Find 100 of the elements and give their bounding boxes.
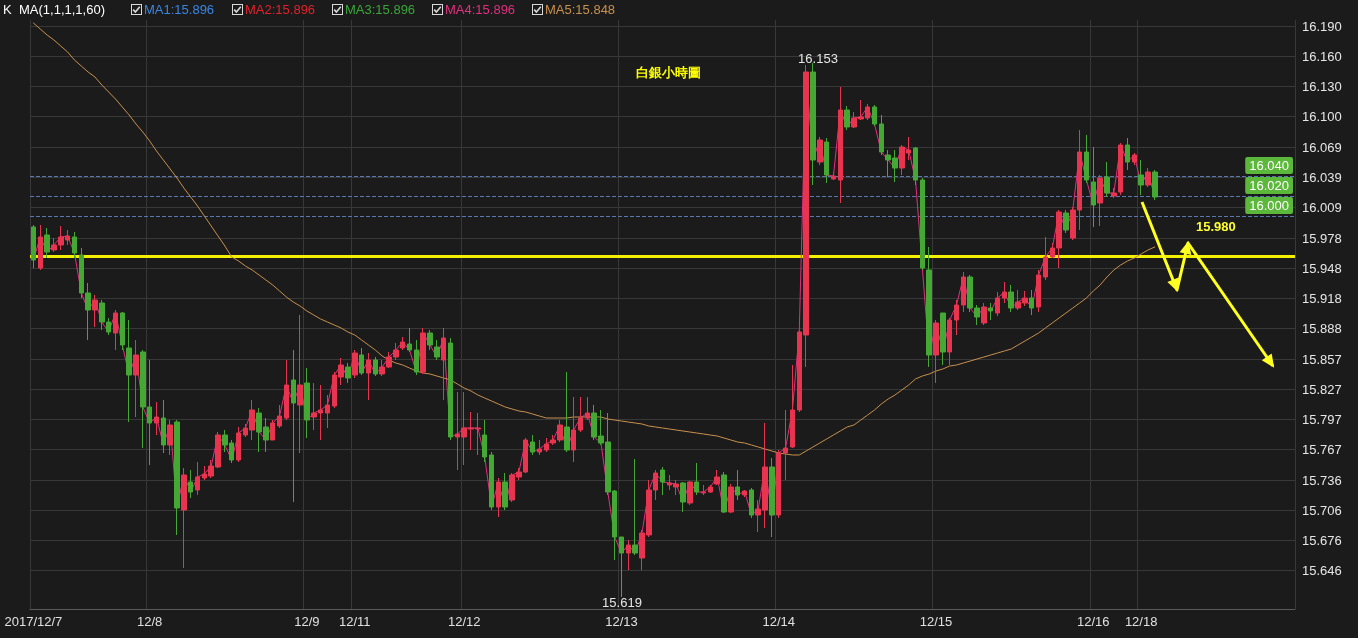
annotation: 16.153 (798, 51, 838, 66)
x-tick-label: 12/14 (762, 614, 796, 629)
candlestick (345, 362, 351, 384)
candlestick (126, 319, 132, 423)
candlestick (434, 339, 440, 361)
candlestick (742, 489, 747, 498)
candlestick (694, 462, 699, 496)
candlestick (844, 105, 850, 131)
candlestick (988, 302, 993, 321)
y-tick-label: 15.706 (1302, 502, 1342, 518)
ref-line-label: 16.040 (1249, 158, 1289, 173)
text: MA2:15.896 (245, 2, 316, 17)
y-tick-label: 15.646 (1302, 562, 1342, 578)
candlestick (1036, 269, 1041, 313)
candlestick (564, 371, 570, 453)
candlestick (783, 409, 788, 481)
candlestick (38, 224, 43, 271)
y-tick-label: 16.160 (1302, 48, 1342, 64)
annotation: 15.619 (602, 595, 642, 610)
candlestick (749, 487, 754, 519)
candlestick (284, 359, 289, 421)
candlestick (414, 339, 419, 376)
candlestick (1152, 169, 1158, 201)
candlestick (188, 469, 193, 499)
candlestick (721, 471, 727, 514)
text: MA(1,1,1,1,60) (19, 2, 105, 17)
candlestick (735, 469, 740, 501)
candlestick (585, 396, 590, 421)
candlestick (714, 469, 720, 486)
candlestick (181, 467, 187, 569)
candlestick (407, 327, 412, 353)
candlestick (769, 457, 775, 538)
ref-line-label: 16.020 (1249, 178, 1289, 193)
candlestick (161, 399, 166, 454)
candlestick (981, 302, 987, 326)
candlestick (680, 481, 686, 513)
x-tick-label: 12/18 (1124, 614, 1158, 629)
candlestick (1097, 174, 1103, 227)
y-tick-label: 15.767 (1302, 441, 1342, 457)
y-tick-label: 15.888 (1302, 320, 1342, 336)
text: K (3, 2, 12, 17)
candlestick (619, 536, 624, 598)
candlestick (632, 458, 638, 556)
y-tick-label: 15.827 (1302, 381, 1342, 397)
candlestick (995, 291, 1000, 317)
y-tick-label: 15.676 (1302, 532, 1342, 548)
candlestick (1043, 236, 1048, 281)
candlestick (154, 401, 159, 436)
candlestick (687, 480, 693, 506)
x-tick-label: 12/9 (294, 614, 320, 629)
candlestick (530, 434, 535, 456)
x-tick-label: 12/12 (447, 614, 481, 629)
candlestick (1002, 281, 1007, 304)
candlestick (1063, 209, 1069, 234)
candlestick (810, 62, 816, 186)
text: MA5:15.848 (545, 2, 616, 17)
candlestick (1132, 152, 1137, 166)
candlestick (1138, 159, 1144, 196)
candlestick (926, 246, 932, 368)
candlestick (879, 114, 884, 156)
candlestick (270, 419, 275, 441)
candlestick (236, 426, 241, 463)
candlestick (174, 419, 180, 536)
x-tick-label: 12/8 (137, 614, 163, 629)
candlestick (817, 136, 823, 166)
line-series (32, 22, 1156, 456)
x-tick-label: 12/16 (1077, 614, 1110, 629)
candlestick (1125, 137, 1130, 171)
candlestick (708, 484, 713, 494)
x-tick-label: 12/11 (339, 614, 371, 629)
candlestick (728, 483, 734, 514)
y-tick-label: 15.918 (1302, 290, 1342, 306)
candlestick (352, 349, 358, 379)
candlestick (195, 461, 200, 496)
y-tick-label: 15.948 (1302, 260, 1342, 276)
candlestick (790, 364, 795, 449)
x-tick-label: 12/13 (605, 614, 638, 629)
candlestick (502, 472, 508, 511)
candlestick (701, 484, 706, 496)
candlestick (113, 309, 118, 351)
y-tick-label: 15.978 (1302, 230, 1342, 246)
candlestick (44, 227, 50, 259)
text: MA1:15.896 (144, 2, 215, 17)
candlestick (133, 339, 139, 418)
candlestick (427, 329, 433, 351)
candlestick (831, 171, 836, 181)
candlestick (947, 317, 952, 366)
candlestick (824, 137, 829, 184)
candlestick (359, 347, 364, 376)
text: MA4:15.896 (445, 2, 516, 17)
y-tick-label: 16.009 (1302, 199, 1342, 215)
candlestick (167, 419, 173, 456)
text: 白銀小時圖 (635, 65, 701, 80)
candlestick (913, 146, 918, 186)
y-tick-label: 16.190 (1302, 18, 1342, 34)
candlestick (297, 314, 303, 454)
candlestick (92, 294, 98, 328)
ref-line-label: 16.000 (1249, 198, 1289, 213)
candlestick (776, 449, 781, 519)
candlestick (325, 394, 330, 429)
